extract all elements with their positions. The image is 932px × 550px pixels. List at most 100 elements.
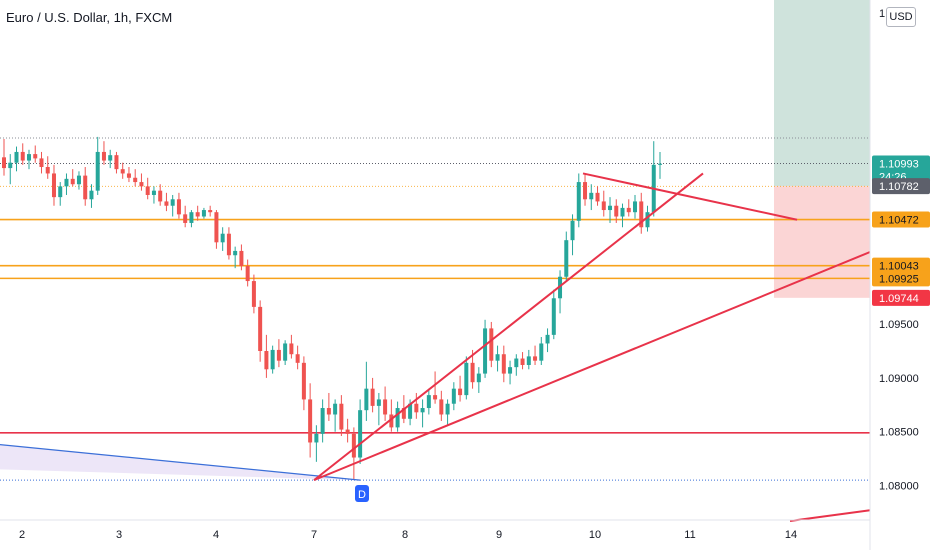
candle-body bbox=[458, 388, 463, 396]
candle-body bbox=[264, 351, 269, 370]
price-tick-label: 1.08000 bbox=[879, 481, 919, 493]
take-profit-zone bbox=[774, 0, 870, 187]
price-tag bbox=[872, 178, 930, 195]
candle-body bbox=[414, 403, 419, 413]
candle-body bbox=[364, 388, 369, 411]
candle-body bbox=[395, 408, 400, 428]
candle-body bbox=[201, 210, 206, 217]
chart-title: Euro / U.S. Dollar, 1h, FXCM bbox=[6, 10, 173, 25]
blue-trendline bbox=[0, 444, 361, 481]
candle-body bbox=[564, 240, 569, 277]
candle-body bbox=[601, 201, 606, 211]
candle-body bbox=[295, 354, 300, 363]
candle-body bbox=[351, 433, 356, 458]
level-price-tag bbox=[872, 257, 930, 274]
candle-body bbox=[151, 190, 156, 195]
candle-body bbox=[258, 306, 263, 351]
falling-trendline bbox=[582, 172, 798, 221]
candle-body bbox=[370, 388, 375, 406]
candle-body bbox=[220, 233, 225, 243]
candle-body bbox=[576, 182, 581, 221]
candle-body bbox=[108, 155, 113, 161]
candle-body bbox=[245, 265, 250, 282]
candle-body bbox=[495, 354, 500, 361]
candle-body bbox=[251, 281, 256, 307]
candle-body bbox=[483, 328, 488, 374]
candle-body bbox=[314, 433, 319, 443]
candle-body bbox=[620, 207, 625, 217]
rising-trendline-steep bbox=[313, 172, 704, 481]
candle-body bbox=[95, 151, 100, 191]
candle-body bbox=[176, 199, 181, 215]
candle-body bbox=[358, 410, 363, 458]
candle-body bbox=[164, 201, 169, 206]
candle-body bbox=[551, 298, 556, 335]
price-tag-text: 1.10993 bbox=[879, 158, 919, 170]
candle-body bbox=[183, 214, 188, 223]
candle-body bbox=[451, 388, 456, 404]
candle-body bbox=[226, 233, 231, 256]
currency-button[interactable]: USD bbox=[886, 7, 916, 27]
candle-body bbox=[464, 362, 469, 396]
time-tick-label: 8 bbox=[402, 529, 408, 541]
candle-body bbox=[239, 250, 244, 266]
candle-body bbox=[558, 276, 563, 299]
candle-body bbox=[589, 192, 594, 200]
time-tick-label: 4 bbox=[213, 529, 219, 541]
candle-body bbox=[133, 177, 138, 183]
candle-body bbox=[158, 190, 163, 202]
candle-body bbox=[195, 212, 200, 217]
candle-body bbox=[8, 162, 13, 169]
candle-body bbox=[70, 178, 75, 185]
candle-body bbox=[476, 373, 481, 383]
candle-body bbox=[526, 356, 531, 365]
candle-body bbox=[608, 205, 613, 211]
candle-body bbox=[33, 154, 38, 159]
bottom-right-trendline bbox=[789, 509, 871, 522]
candle-body bbox=[120, 169, 125, 174]
candle-body bbox=[270, 349, 275, 370]
candle-body bbox=[126, 173, 131, 178]
time-tick-label: 14 bbox=[785, 529, 797, 541]
candle-body bbox=[489, 328, 494, 361]
level-price-text: 1.10043 bbox=[879, 261, 919, 273]
price-tick-label: 1.08500 bbox=[879, 427, 919, 439]
price-tag-text: 1.10782 bbox=[879, 181, 919, 193]
candle-body bbox=[420, 408, 425, 413]
candle-body bbox=[339, 403, 344, 430]
candle-body bbox=[170, 199, 175, 206]
candle-body bbox=[233, 250, 238, 256]
candle-body bbox=[301, 362, 306, 400]
candle-body bbox=[508, 367, 513, 374]
price-tag-text: 1.09744 bbox=[879, 293, 919, 305]
candle-body bbox=[376, 399, 381, 406]
candle-body bbox=[445, 403, 450, 415]
time-tick-label: 11 bbox=[684, 529, 695, 541]
candle-body bbox=[51, 173, 56, 198]
candle-body bbox=[539, 343, 544, 361]
candle-body bbox=[470, 362, 475, 383]
candle-body bbox=[514, 358, 519, 368]
candle-body bbox=[139, 182, 144, 187]
time-tick-label: 9 bbox=[496, 529, 502, 541]
candle-body bbox=[208, 210, 213, 213]
candle-body bbox=[58, 186, 63, 198]
event-marker-letter: D bbox=[358, 489, 366, 501]
candle-body bbox=[520, 358, 525, 365]
level-price-tag bbox=[872, 211, 930, 228]
candle-body bbox=[214, 212, 219, 243]
time-tick-label: 10 bbox=[589, 529, 601, 541]
candle-body bbox=[595, 192, 600, 202]
price-tick-label: 1.09500 bbox=[879, 319, 919, 331]
candle-body bbox=[2, 157, 6, 169]
candle-body bbox=[433, 395, 438, 400]
price-tick-label: 1.09000 bbox=[879, 373, 919, 385]
candle-body bbox=[426, 395, 431, 409]
candle-body bbox=[389, 414, 394, 428]
level-price-tag bbox=[872, 270, 930, 287]
candle-body bbox=[320, 408, 325, 434]
candle-body bbox=[189, 212, 194, 223]
candle-body bbox=[26, 154, 31, 161]
candle-body bbox=[308, 399, 313, 443]
